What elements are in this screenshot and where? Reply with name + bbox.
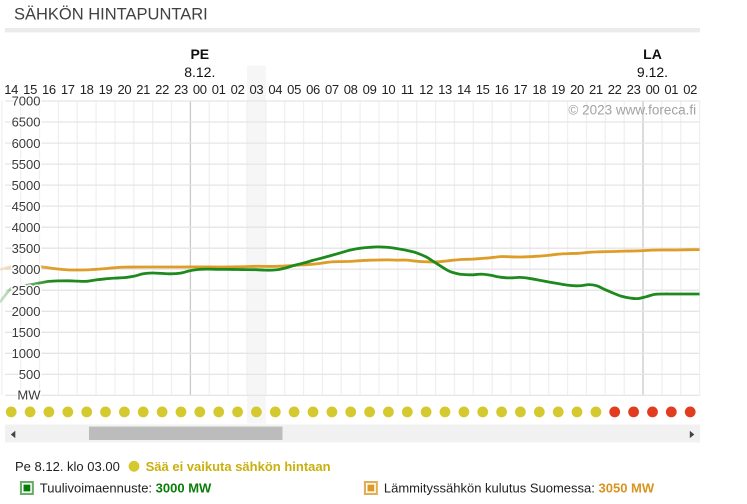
svg-text:06: 06: [306, 82, 320, 97]
svg-text:Pe 8.12. klo 03.00: Pe 8.12. klo 03.00: [15, 459, 120, 474]
svg-text:01: 01: [212, 82, 226, 97]
svg-text:Sää ei vaikuta sähkön hintaan: Sää ei vaikuta sähkön hintaan: [146, 459, 331, 474]
svg-text:01: 01: [664, 82, 678, 97]
svg-text:PE: PE: [190, 46, 209, 62]
svg-text:17: 17: [61, 82, 75, 97]
svg-text:03: 03: [249, 82, 263, 97]
svg-text:04: 04: [268, 82, 282, 97]
svg-text:2000: 2000: [12, 304, 41, 319]
svg-text:4000: 4000: [12, 220, 41, 235]
svg-text:SÄHKÖN HINTAPUNTARI: SÄHKÖN HINTAPUNTARI: [14, 6, 208, 24]
svg-text:22: 22: [155, 82, 169, 97]
svg-text:16: 16: [495, 82, 509, 97]
svg-text:15: 15: [476, 82, 490, 97]
svg-text:19: 19: [551, 82, 565, 97]
svg-text:08: 08: [344, 82, 358, 97]
svg-text:13: 13: [438, 82, 452, 97]
svg-text:6500: 6500: [12, 115, 41, 130]
svg-text:07: 07: [325, 82, 339, 97]
svg-text:00: 00: [193, 82, 207, 97]
svg-text:15: 15: [23, 82, 37, 97]
svg-text:3000: 3000: [12, 262, 41, 277]
svg-text:10: 10: [381, 82, 395, 97]
svg-text:20: 20: [570, 82, 584, 97]
svg-text:23: 23: [627, 82, 641, 97]
svg-text:05: 05: [287, 82, 301, 97]
svg-text:9.12.: 9.12.: [637, 64, 668, 80]
svg-text:18: 18: [532, 82, 546, 97]
svg-text:22: 22: [608, 82, 622, 97]
svg-text:3500: 3500: [12, 241, 41, 256]
svg-text:2500: 2500: [12, 283, 41, 298]
svg-text:14: 14: [4, 82, 18, 97]
svg-text:© 2023 www.foreca.fi: © 2023 www.foreca.fi: [568, 102, 696, 117]
svg-text:5500: 5500: [12, 157, 41, 172]
svg-text:18: 18: [80, 82, 94, 97]
svg-text:21: 21: [136, 82, 150, 97]
svg-text:02: 02: [231, 82, 245, 97]
svg-text:12: 12: [419, 82, 433, 97]
svg-text:Lämmityssähkön kulutus Suomess: Lämmityssähkön kulutus Suomessa: 3050 MW: [384, 481, 655, 496]
svg-text:21: 21: [589, 82, 603, 97]
svg-text:11: 11: [401, 82, 414, 97]
svg-text:6000: 6000: [12, 136, 41, 151]
svg-text:02: 02: [683, 82, 697, 97]
svg-text:LA: LA: [643, 46, 662, 62]
svg-text:7000: 7000: [12, 94, 41, 109]
svg-text:19: 19: [99, 82, 113, 97]
svg-text:Tuulivoimaennuste: 3000 MW: Tuulivoimaennuste: 3000 MW: [40, 481, 212, 496]
svg-text:17: 17: [513, 82, 527, 97]
svg-text:4500: 4500: [12, 199, 41, 214]
svg-text:09: 09: [363, 82, 377, 97]
svg-text:20: 20: [117, 82, 131, 97]
svg-text:500: 500: [19, 367, 41, 382]
svg-text:14: 14: [457, 82, 471, 97]
svg-text:16: 16: [42, 82, 56, 97]
svg-text:1000: 1000: [12, 346, 41, 361]
svg-text:8.12.: 8.12.: [184, 64, 215, 80]
svg-text:1500: 1500: [12, 325, 41, 340]
svg-text:MW: MW: [17, 388, 41, 403]
svg-text:5000: 5000: [12, 178, 41, 193]
svg-text:00: 00: [646, 82, 660, 97]
svg-text:23: 23: [174, 82, 188, 97]
